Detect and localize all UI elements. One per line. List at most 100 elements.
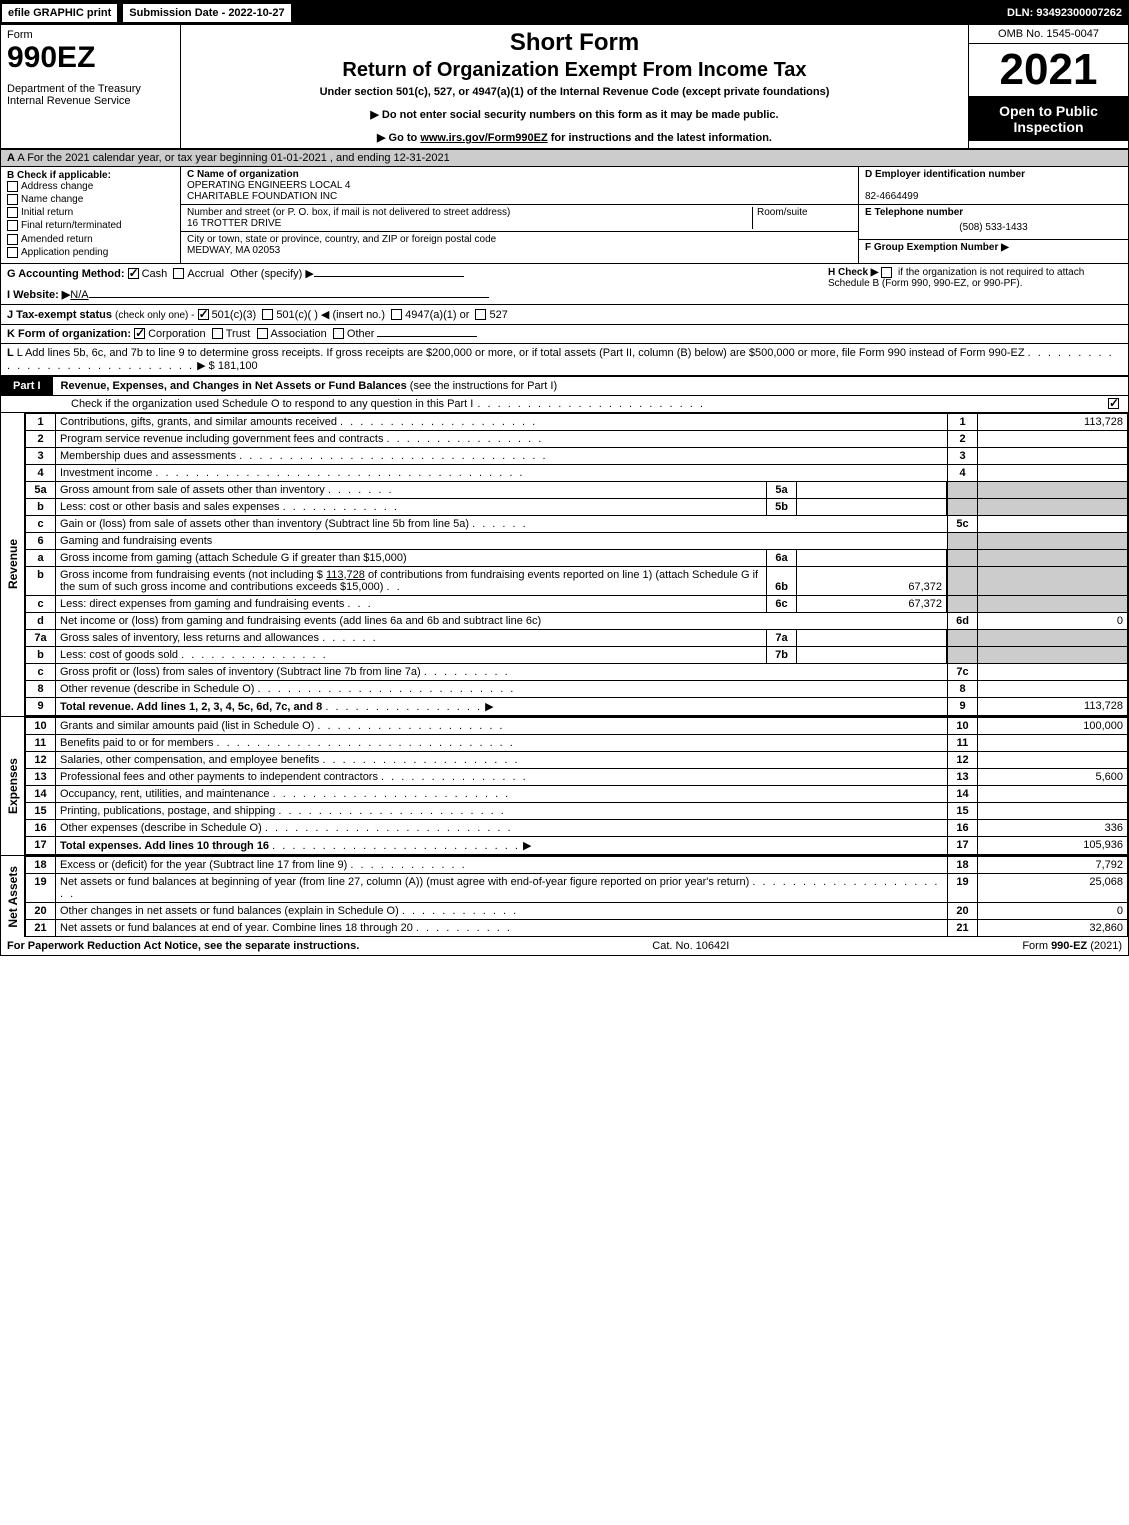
line-6a-greyval: [978, 549, 1128, 566]
line-7b-greyval: [978, 646, 1128, 663]
line-13-rno: 13: [948, 768, 978, 785]
dots: . . . . . . . . . . . . . . . . . . . . …: [473, 398, 1108, 410]
line-10-no: 10: [26, 717, 56, 734]
check-accrual[interactable]: [173, 268, 184, 279]
line-19-rno: 19: [948, 873, 978, 902]
k-label: K Form of organization:: [7, 328, 131, 340]
line-1-no: 1: [26, 413, 56, 430]
form-number: 990EZ: [7, 41, 174, 75]
line-6c-grey: [948, 595, 978, 612]
efile-button[interactable]: efile GRAPHIC print: [1, 3, 118, 23]
submission-date: Submission Date - 2022-10-27: [122, 3, 291, 23]
check-corporation[interactable]: [134, 328, 145, 339]
line-21-no: 21: [26, 919, 56, 936]
line-12-rno: 12: [948, 751, 978, 768]
check-schedule-o[interactable]: [1108, 398, 1119, 409]
check-amended-return[interactable]: [7, 234, 18, 245]
line-11-no: 11: [26, 734, 56, 751]
form-header: Form 990EZ Department of the Treasury In…: [1, 25, 1128, 150]
note-post: for instructions and the latest informat…: [548, 132, 772, 144]
label-amended-return: Amended return: [21, 234, 93, 245]
check-final-return[interactable]: [7, 220, 18, 231]
line-9-val: 113,728: [978, 697, 1128, 715]
group-exemption-label: F Group Exemption Number ▶: [865, 242, 1009, 253]
line-20-no: 20: [26, 902, 56, 919]
line-6b-no: b: [26, 566, 56, 595]
line-6d-val: 0: [978, 612, 1128, 629]
title-return: Return of Organization Exempt From Incom…: [187, 59, 962, 82]
check-name-change[interactable]: [7, 194, 18, 205]
addr-label: Number and street (or P. O. box, if mail…: [187, 207, 510, 218]
form-label: Form: [7, 29, 174, 41]
department-label: Department of the Treasury Internal Reve…: [7, 83, 174, 107]
line-14-desc: Occupancy, rent, utilities, and maintena…: [60, 788, 270, 800]
check-cash[interactable]: [128, 268, 139, 279]
expenses-side-label: Expenses: [1, 717, 25, 855]
footer-right-post: (2021): [1087, 940, 1122, 952]
line-j: J Tax-exempt status (check only one) - 5…: [1, 305, 1128, 325]
line-7a-greyval: [978, 629, 1128, 646]
check-address-change[interactable]: [7, 181, 18, 192]
page-footer: For Paperwork Reduction Act Notice, see …: [1, 937, 1128, 955]
website-value: N/A: [70, 289, 88, 301]
line-7b-grey: [948, 646, 978, 663]
line-4-no: 4: [26, 464, 56, 481]
check-trust[interactable]: [212, 328, 223, 339]
line-6c-subval: 67,372: [797, 596, 947, 612]
check-schedule-b[interactable]: [881, 267, 892, 278]
line-6a-grey: [948, 549, 978, 566]
check-501c3[interactable]: [198, 309, 209, 320]
box-c: C Name of organization OPERATING ENGINEE…: [181, 167, 858, 263]
line-7c-desc: Gross profit or (loss) from sales of inv…: [60, 666, 421, 678]
line-16-rno: 16: [948, 819, 978, 836]
line-18-desc: Excess or (deficit) for the year (Subtra…: [60, 859, 347, 871]
part-1-title2: (see the instructions for Part I): [410, 380, 557, 392]
line-2-val: [978, 430, 1128, 447]
line-17-no: 17: [26, 836, 56, 854]
label-4947: 4947(a)(1) or: [405, 309, 469, 321]
line-9-rno: 9: [948, 697, 978, 715]
line-6b-greyval: [978, 566, 1128, 595]
org-name-2: CHARITABLE FOUNDATION INC: [187, 191, 337, 202]
line-1-val: 113,728: [978, 413, 1128, 430]
city-label: City or town, state or province, country…: [187, 234, 496, 245]
check-other-org[interactable]: [333, 328, 344, 339]
line-6b-sub: 6b: [767, 567, 797, 595]
line-6b-grey: [948, 566, 978, 595]
check-association[interactable]: [257, 328, 268, 339]
line-6d-no: d: [26, 612, 56, 629]
l-value: 181,100: [218, 360, 258, 372]
other-method-input[interactable]: [314, 276, 464, 277]
line-5c-no: c: [26, 515, 56, 532]
label-501c3: 501(c)(3): [212, 309, 257, 321]
line-20-val: 0: [978, 902, 1128, 919]
line-6c-desc: Less: direct expenses from gaming and fu…: [60, 598, 344, 610]
line-8-desc: Other revenue (describe in Schedule O): [60, 683, 254, 695]
line-7c-no: c: [26, 663, 56, 680]
line-7c-val: [978, 663, 1128, 680]
line-5a-greyval: [978, 481, 1128, 498]
line-6a-sub: 6a: [767, 550, 797, 566]
dln-label: DLN: 93492300007262: [1007, 7, 1128, 19]
ein-value: 82-4664499: [865, 191, 918, 202]
label-other-org: Other: [347, 328, 375, 340]
netassets-table: 18Excess or (deficit) for the year (Subt…: [25, 856, 1128, 937]
check-4947[interactable]: [391, 309, 402, 320]
check-501c[interactable]: [262, 309, 273, 320]
line-8-rno: 8: [948, 680, 978, 697]
line-6b-desc1u: 113,728: [326, 569, 365, 581]
part-1-check-text: Check if the organization used Schedule …: [71, 398, 473, 410]
irs-link[interactable]: www.irs.gov/Form990EZ: [420, 132, 547, 144]
line-15-desc: Printing, publications, postage, and shi…: [60, 805, 275, 817]
line-2-desc: Program service revenue including govern…: [60, 433, 383, 445]
line-13-desc: Professional fees and other payments to …: [60, 771, 378, 783]
l-text: L Add lines 5b, 6c, and 7b to line 9 to …: [17, 347, 1025, 359]
org-name-1: OPERATING ENGINEERS LOCAL 4: [187, 180, 350, 191]
line-12-val: [978, 751, 1128, 768]
line-16-no: 16: [26, 819, 56, 836]
line-7b-subval: [797, 647, 947, 663]
check-application-pending[interactable]: [7, 247, 18, 258]
check-527[interactable]: [475, 309, 486, 320]
label-address-change: Address change: [21, 181, 93, 192]
check-initial-return[interactable]: [7, 207, 18, 218]
